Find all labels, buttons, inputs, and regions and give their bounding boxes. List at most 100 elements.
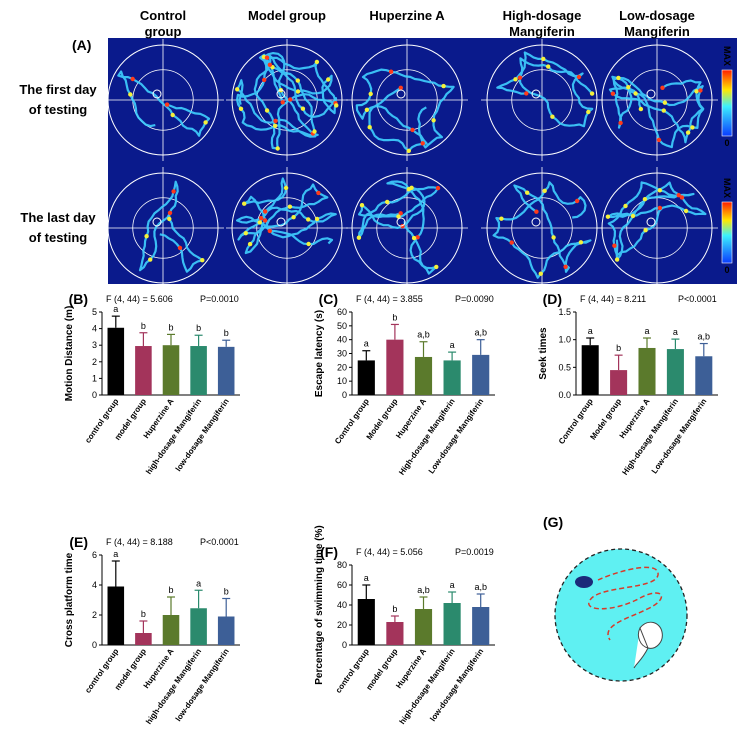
bar [107,586,125,645]
hot-spot [406,148,411,153]
hot-spot [295,89,301,94]
hot-spot [509,240,514,245]
y-tick-label: 40 [337,600,347,610]
colorbar [721,69,733,137]
hot-spot [434,264,439,270]
hot-spot [398,211,403,216]
panel-label: (B) [69,291,88,307]
y-tick-label: 5 [92,307,97,317]
hot-spot [499,216,504,221]
hot-spot [283,185,289,191]
y-tick-label: 4 [92,324,97,334]
hot-spot [643,228,648,233]
bar [135,346,152,395]
platform [531,217,541,227]
significance-letter: a [113,549,118,559]
significance-letter: b [141,609,146,619]
hot-spot [642,197,648,202]
hot-spot [612,243,617,248]
p-value: P<0.0001 [678,294,717,304]
platform [646,217,656,227]
bar [610,370,628,395]
hot-spot [164,102,170,107]
platform [276,89,286,99]
stat-text: F (4, 44) = 8.211 [580,294,646,304]
significance-letter: b [392,312,397,322]
panel-label: (D) [543,291,562,307]
track-image [102,167,224,289]
y-tick-label: 0.5 [558,362,571,372]
y-tick-label: 3 [92,340,97,350]
significance-letter: a [644,326,649,336]
hot-spot [525,190,530,195]
hot-spot [264,108,270,113]
hot-spot [614,257,620,262]
x-tick-label: Control group [557,397,595,446]
significance-letter: a,b [698,332,711,342]
hot-spot [676,193,681,198]
hot-spot [334,103,339,108]
track [492,181,592,279]
hot-spot [262,218,268,223]
hot-spot [563,264,568,269]
stat-text: F (4, 44) = 5.606 [106,294,173,304]
y-tick-label: 6 [92,550,97,560]
platform [531,89,541,99]
hot-spot [616,75,621,81]
significance-letter: b [616,343,621,353]
hot-spot [326,77,331,82]
y-tick-label: 1 [92,373,97,383]
colorbar [721,201,733,264]
hot-spot [288,97,293,102]
y-tick-label: 20 [337,362,347,372]
hot-spot [312,129,317,134]
significance-letter: b [196,323,201,333]
track-image [102,39,224,161]
y-tick-label: 0 [342,390,347,400]
hot-spot [685,130,691,135]
hot-spot [258,216,264,221]
bar [190,608,207,645]
p-value: P=0.0010 [200,294,239,304]
y-axis-title: Seek times [538,327,549,380]
hot-spot [435,185,441,191]
hot-spot [275,146,280,151]
p-value: P=0.0019 [455,547,494,557]
hot-spot [441,83,446,89]
y-tick-label: 0.0 [558,390,571,400]
track-image [481,39,603,161]
hot-spot [683,208,689,214]
hot-spot [385,199,390,205]
hot-spot [314,216,320,222]
x-tick-label: High-dosage Mangiferin [620,397,680,477]
column-header: group [145,24,182,39]
track [117,70,211,137]
hot-spot [551,235,556,240]
row-label: The last day [20,210,96,225]
significance-letter: b [392,604,397,614]
significance-letter: a [364,339,369,349]
hot-spot [630,213,636,219]
hot-spot [280,100,285,105]
hot-spot [264,55,270,60]
bar [443,603,461,645]
significance-letter: a,b [474,328,487,338]
y-tick-label: 2 [92,357,97,367]
column-header: Huperzine A [369,8,445,23]
hot-spot [128,92,133,97]
y-tick-label: 0 [92,640,97,650]
y-axis-title: Cross platform time [64,552,75,647]
y-axis-title: Escape latency (s) [314,310,325,397]
hot-spot [661,108,666,113]
track-image [346,39,468,161]
column-header: Mangiferin [509,24,575,39]
stat-text: F (4, 44) = 5.056 [356,547,423,557]
y-tick-label: 0 [342,640,347,650]
hot-spot [235,87,240,92]
hot-spot [524,91,529,96]
hot-spot [698,88,703,93]
bar [107,327,125,395]
column-header: Mangiferin [624,24,690,39]
significance-letter: a,b [417,585,430,595]
y-tick-label: 60 [337,580,347,590]
